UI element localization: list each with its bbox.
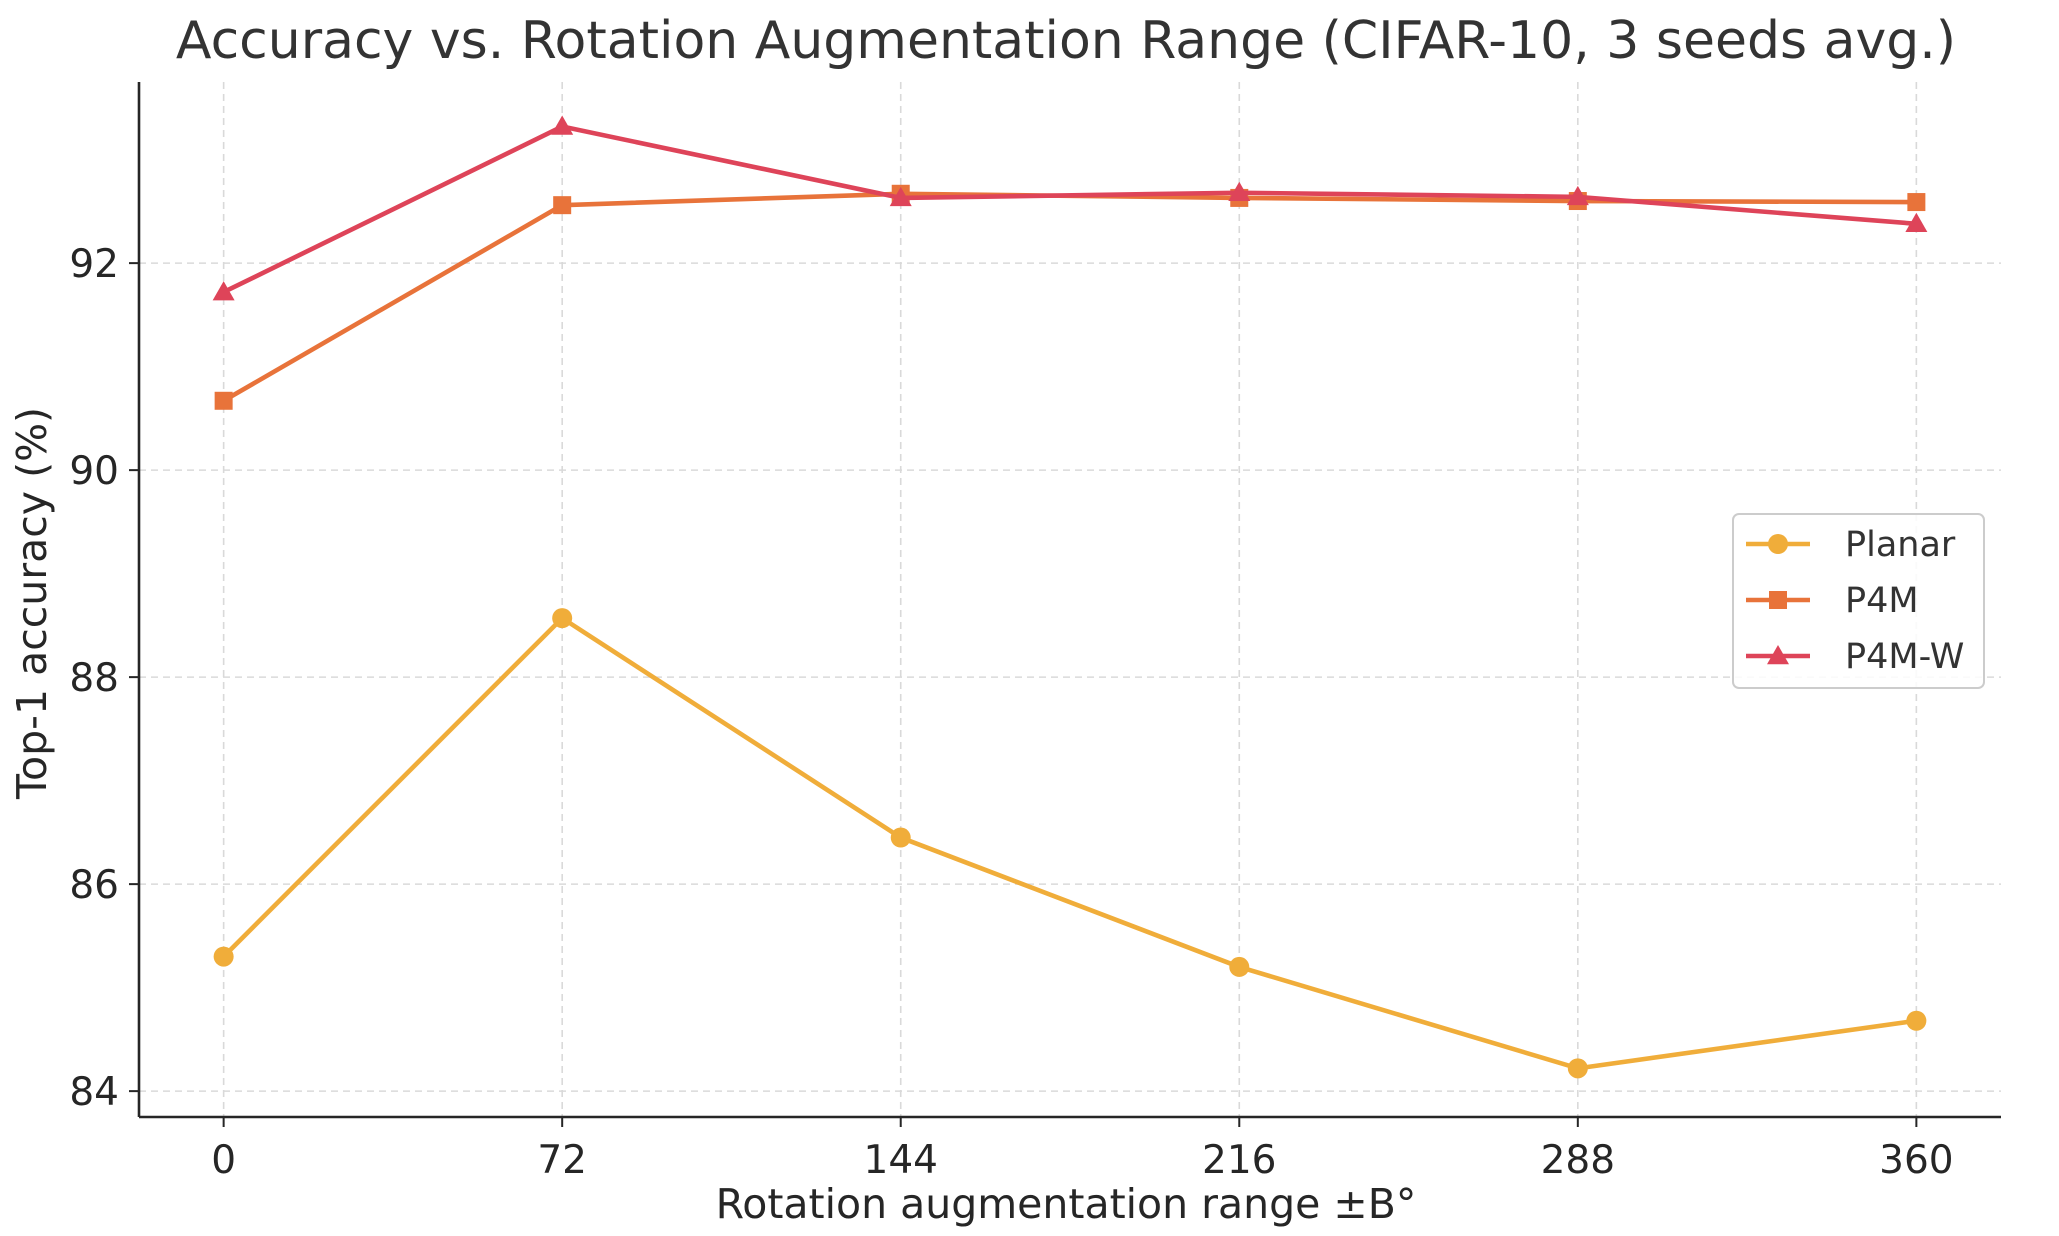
y-tick-label: 90 [69,449,119,494]
chart-title: Accuracy vs. Rotation Augmentation Range… [176,11,1956,71]
data-point-circle [890,827,911,848]
series-planar [213,608,1927,1079]
legend-marker-square [1769,591,1787,609]
legend-box [1732,513,1985,689]
data-point-square [1907,193,1926,212]
tick-labels: 0 72 144 216 288 360 84 86 88 90 92 [69,242,1953,1183]
data-point-triangle [212,281,235,301]
data-point-triangle [1566,185,1589,206]
x-tick-label: 144 [864,1138,938,1183]
series-line [222,615,1917,1071]
data-point-triangle [551,115,574,135]
y-tick-label: 88 [69,656,119,701]
series-p4m-w [212,115,1928,301]
legend-item: Planar [1746,525,1956,565]
legend: Planar P4M P4M-W [1732,513,1985,689]
data-point-circle [1229,956,1250,977]
data-point-circle [1906,1010,1927,1031]
data-point-square [553,196,572,215]
legend-label: P4M-W [1845,637,1964,677]
axes [137,82,2001,1119]
data-point-circle [552,608,573,629]
x-tick-label: 72 [537,1138,587,1183]
x-tick-label: 360 [1879,1138,1953,1183]
y-tick-label: 84 [69,1070,119,1115]
x-tick-label: 216 [1202,1138,1276,1183]
y-axis-label: Top-1 accuracy (%) [8,407,56,800]
legend-label: Planar [1845,525,1956,565]
x-tick-label: 288 [1541,1138,1615,1183]
y-tick-label: 86 [69,863,119,908]
series-lines [212,115,1928,1079]
series-line [222,124,1917,295]
series-p4m [214,184,1926,410]
data-point-triangle [1905,212,1928,233]
grid-lines [139,82,2001,1117]
y-tick-label: 92 [69,242,119,287]
legend-label: P4M [1845,581,1919,621]
data-point-triangle [1228,181,1251,201]
data-point-circle [213,946,234,967]
legend-item: P4M-W [1746,637,1964,677]
data-point-triangle [889,186,912,207]
legend-item: P4M [1746,581,1919,621]
data-point-circle [1567,1058,1588,1079]
series-line [222,191,1917,403]
data-point-square [214,391,233,410]
x-axis-label: Rotation augmentation range ±B° [716,1180,1417,1228]
legend-marker-circle [1768,534,1788,554]
legend-marker-triangle [1767,645,1789,665]
x-tick-label: 0 [211,1138,236,1183]
